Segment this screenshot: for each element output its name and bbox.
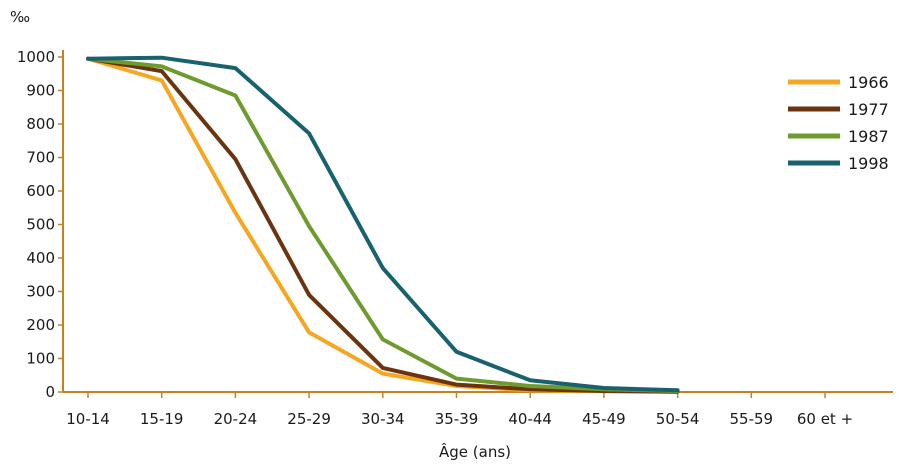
y-tick-label: 0 bbox=[45, 383, 55, 401]
axes bbox=[62, 50, 893, 393]
x-tick-label: 45-49 bbox=[582, 410, 626, 428]
y-axis-unit-label: ‰ bbox=[10, 8, 30, 26]
y-tick-label: 500 bbox=[26, 216, 55, 234]
x-tick-label: 10-14 bbox=[66, 410, 110, 428]
series-line-1998 bbox=[86, 55, 680, 393]
y-tick-label: 300 bbox=[26, 283, 55, 301]
legend-label-1998: 1998 bbox=[848, 154, 889, 173]
x-axis-title: Âge (ans) bbox=[439, 442, 511, 461]
y-tick-label: 200 bbox=[26, 316, 55, 334]
y-tick-label: 900 bbox=[26, 82, 55, 100]
legend-label-1977: 1977 bbox=[848, 100, 889, 119]
legend: 1966 1977 1987 1998 bbox=[788, 73, 889, 173]
legend-label-1966: 1966 bbox=[848, 73, 889, 92]
x-tick-label: 30-34 bbox=[361, 410, 405, 428]
x-tick-label: 25-29 bbox=[287, 410, 331, 428]
y-axis-ticks: 0 100 200 300 400 500 600 700 800 900 1000 bbox=[17, 48, 63, 401]
x-tick-label: 20-24 bbox=[214, 410, 258, 428]
x-tick-label: 60 et + bbox=[797, 410, 853, 428]
x-tick-label: 40-44 bbox=[508, 410, 552, 428]
x-tick-label: 35-39 bbox=[435, 410, 479, 428]
y-tick-label: 700 bbox=[26, 149, 55, 167]
y-tick-label: 100 bbox=[26, 350, 55, 368]
series-line-1977 bbox=[86, 56, 680, 394]
x-tick-label: 15-19 bbox=[140, 410, 184, 428]
x-tick-label: 50-54 bbox=[656, 410, 700, 428]
legend-label-1987: 1987 bbox=[848, 127, 889, 146]
series-lines bbox=[86, 55, 680, 394]
y-tick-label: 400 bbox=[26, 249, 55, 267]
series-line-1987 bbox=[86, 56, 680, 393]
x-axis-ticks: 10-14 15-19 20-24 25-29 30-34 35-39 40-44 45-49… bbox=[66, 392, 853, 428]
x-tick-label: 55-59 bbox=[730, 410, 774, 428]
series-line-1966 bbox=[86, 56, 680, 394]
y-tick-label: 600 bbox=[26, 182, 55, 200]
y-tick-label: 1000 bbox=[17, 48, 55, 66]
y-tick-label: 800 bbox=[26, 115, 55, 133]
